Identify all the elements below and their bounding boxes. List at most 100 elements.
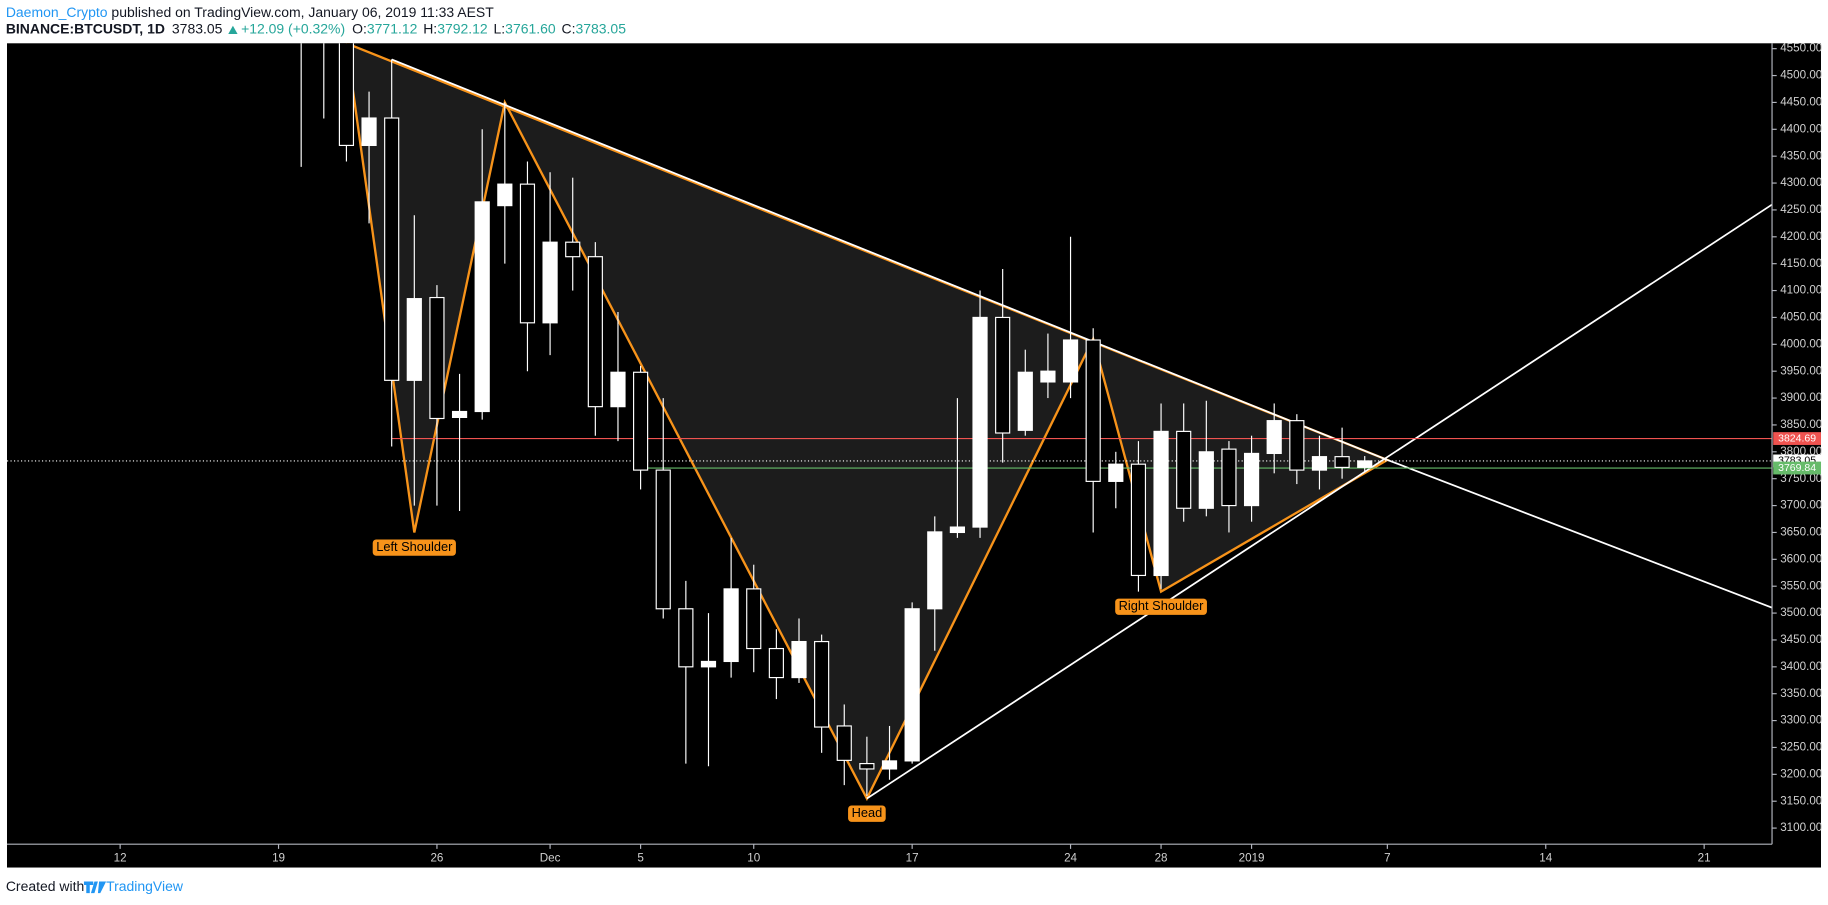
price-label: 3783.05 [1778,456,1816,467]
candle-body [746,588,762,650]
plot-area: Left Shoulder Head Right Shoulder [6,43,1773,822]
up-arrow [228,25,238,34]
x-tick-label: 12 [114,851,127,864]
price-label-box [1773,461,1822,475]
symbol-line: BINANCE:BTCUSDT, 1D 3783.05 +12.09 (+0.32%… [6,20,626,36]
y-tick-label: 4250.00 [1780,203,1823,216]
candle-body [587,256,603,408]
candle-body [610,371,626,408]
y-tick-label: 3300.00 [1780,714,1823,727]
annotation-box [848,805,886,822]
author[interactable]: Daemon_Crypto [6,4,108,20]
header-line: Daemon_Crypto published on TradingView.c… [6,4,494,20]
candle-body [1108,463,1124,482]
high-value: 3792.12 [437,20,488,36]
candle-body [949,526,966,534]
y-tick-label: 4000.00 [1780,337,1823,350]
annotation-label: Left Shoulder [376,539,453,554]
candle-body [1357,460,1373,468]
annotation-box [1115,598,1207,615]
y-tick-label: 4400.00 [1780,122,1823,135]
trend-line [391,58,1388,461]
trend-line [866,203,1773,800]
candle-body [881,760,898,770]
y-tick-label: 4350.00 [1780,149,1823,162]
candle-body [700,660,717,668]
y-tick-label: 3950.00 [1780,364,1823,377]
annotation-box [372,539,456,556]
candle-body [1289,420,1305,471]
y-tick-label: 3750.00 [1780,472,1823,485]
candle-body [995,316,1011,434]
candle-body [814,640,830,728]
symbol: BINANCE:BTCUSDT, 1D [6,20,165,36]
candle-body [768,647,784,679]
price-label: 3769.84 [1778,463,1816,474]
x-tick-label: 7 [1384,851,1390,864]
candle-body [519,183,536,324]
y-tick-label: 4200.00 [1780,230,1823,243]
x-tick-label: 17 [906,851,919,864]
y-tick-label: 3100.00 [1780,821,1823,834]
candle-body [451,410,468,419]
candle-body [1243,452,1260,507]
x-tick-label: 14 [1539,851,1552,864]
candle-body [474,201,490,413]
candle-body [972,316,988,528]
candle-body [723,588,739,663]
x-tick-label: Dec [540,851,561,864]
y-tick-label: 3550.00 [1780,579,1823,592]
candle-body [542,241,558,324]
y-tick-label: 3700.00 [1780,499,1823,512]
x-tick-label: 5 [637,851,643,864]
y-tick-label: 4500.00 [1780,69,1823,82]
open-label: O: [352,20,367,36]
candle-body [1017,371,1033,431]
footer-brand[interactable]: TradingView [106,878,184,894]
price-label: 3824.69 [1778,433,1816,444]
y-tick-label: 3400.00 [1780,660,1823,673]
candle-body [859,763,875,770]
y-tick-label: 3450.00 [1780,633,1823,646]
candle-body [565,241,581,258]
y-tick-label: 3900.00 [1780,391,1823,404]
close-value: 3783.05 [575,20,626,36]
y-tick-label: 3150.00 [1780,794,1823,807]
candle-body [384,117,400,381]
candle-body [655,469,671,610]
annotation-label: Head [852,805,883,820]
candle-body [429,296,445,420]
price-label-box [1773,432,1822,445]
y-tick-label: 4050.00 [1780,311,1823,324]
y-tick-label: 3650.00 [1780,526,1823,539]
brand-logo [83,881,107,894]
y-tick-label: 3500.00 [1780,606,1823,619]
trend-line [1387,459,1773,609]
candle-body [338,43,355,147]
x-tick-label: 26 [430,851,443,864]
candle-body [497,183,513,207]
candle-body [406,298,422,381]
candle-body [1176,430,1192,509]
change: +12.09 (+0.32%) [241,20,345,36]
close-label: C: [562,20,576,36]
x-tick-label: 2019 [1239,851,1265,864]
y-tick-label: 4550.00 [1780,42,1823,55]
candle-body [791,640,807,679]
published: published on TradingView.com, January 06… [108,4,495,20]
candle-body [633,371,649,471]
candle-body [1040,370,1056,383]
last-price: 3783.05 [172,20,223,36]
y-tick-label: 4300.00 [1780,176,1823,189]
x-tick-label: 28 [1155,851,1168,864]
candle-body [1153,430,1169,577]
candle-body [904,608,920,762]
low-value: 3761.60 [505,20,556,36]
y-tick-label: 3850.00 [1780,418,1823,431]
footer-created: Created with [6,878,84,894]
candle-body [1085,339,1101,482]
candle-body [1221,448,1237,507]
y-tick-label: 3350.00 [1780,687,1823,700]
